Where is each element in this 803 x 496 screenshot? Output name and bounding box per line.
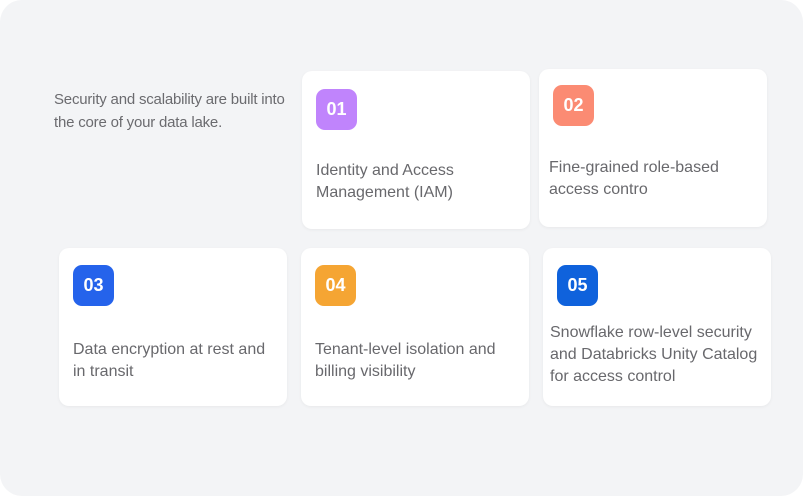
feature-label: Fine-grained role-based access contro — [549, 159, 719, 198]
feature-label: Tenant-level isolation and billing visib… — [315, 341, 496, 380]
number-badge: 01 — [316, 89, 357, 130]
feature-card-tenant: 04 Tenant-level isolation and billing vi… — [301, 248, 529, 406]
number-badge: 05 — [557, 265, 598, 306]
feature-label: Identity and Access Management (IAM) — [316, 162, 454, 201]
feature-label: Data encryption at rest and in transit — [73, 341, 266, 380]
feature-card-rbac: 02 Fine-grained role-based access contro — [539, 69, 767, 227]
feature-label: Snowflake row-level security and Databri… — [550, 324, 758, 385]
number-badge: 03 — [73, 265, 114, 306]
feature-card-encryption: 03 Data encryption at rest and in transi… — [59, 248, 287, 406]
number-badge: 02 — [553, 85, 594, 126]
feature-card-iam: 01 Identity and Access Management (IAM) — [302, 71, 530, 229]
number-badge: 04 — [315, 265, 356, 306]
intro-text: Security and scalability are built into … — [54, 91, 285, 131]
feature-card-row-security: 05 Snowflake row-level security and Data… — [543, 248, 771, 406]
